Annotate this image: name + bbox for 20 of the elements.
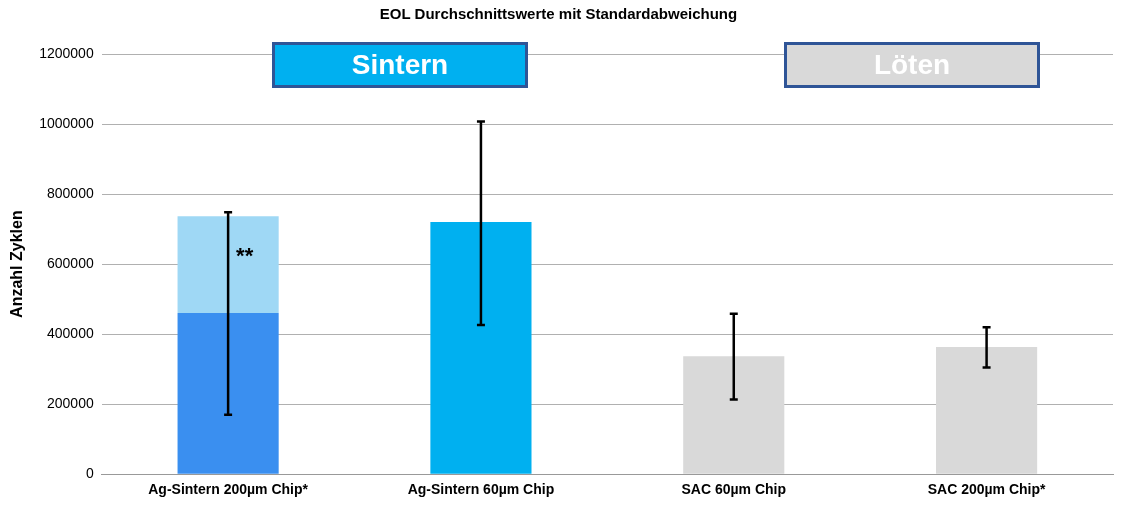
x-tick-label: Ag-Sintern 60µm Chip [407,481,555,498]
bar [683,356,785,474]
x-tick-label: SAC 200µm Chip* [927,481,1047,498]
x-tick-label: SAC 60µm Chip [681,481,787,498]
bar [177,313,279,474]
annotation: ** [236,243,254,269]
y-tick-label: 800000 [46,184,94,201]
y-tick-label: 600000 [46,254,94,271]
y-tick-label: 0 [85,465,94,482]
y-tick-label: 1200000 [39,44,94,61]
y-axis-title: Anzahl Zyklen [8,210,26,318]
bar [430,222,532,474]
x-tick-label: Ag-Sintern 200µm Chip* [148,481,309,498]
y-tick-label: 200000 [46,395,94,412]
group-label-box: Sintern [272,42,528,88]
chart-title: EOL Durchschnittswerte mit Standardabweichung [379,5,738,23]
bar [177,216,279,314]
y-tick-label: 1000000 [39,114,94,131]
bar [936,347,1038,474]
y-tick-label: 400000 [46,324,94,341]
